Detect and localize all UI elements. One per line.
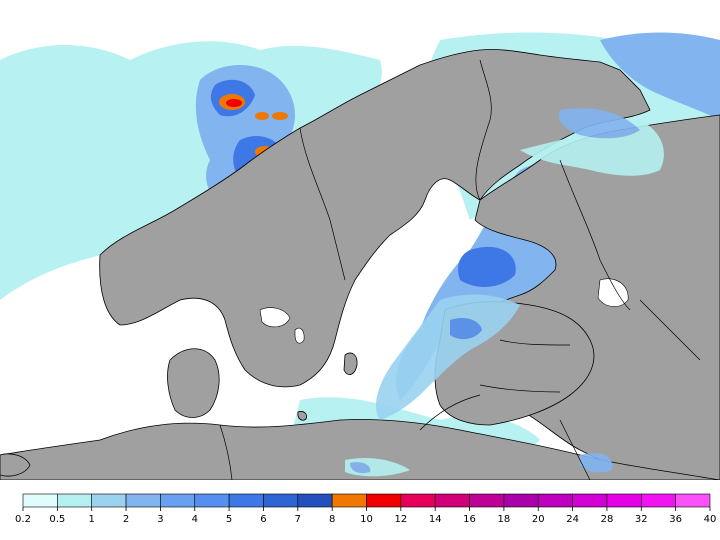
legend-swatch	[263, 493, 299, 508]
gotland-land	[343, 352, 358, 375]
legend-swatch	[125, 493, 161, 508]
legend-swatch	[434, 493, 470, 508]
legend-tick-label: 1	[89, 514, 95, 525]
legend-tick-label: 32	[635, 514, 648, 525]
legend-tick-label: 40	[704, 514, 717, 525]
legend-swatch	[22, 493, 58, 508]
lake-vattern	[294, 327, 305, 344]
legend-swatch	[331, 493, 367, 508]
legend-tick-label: 2	[123, 514, 129, 525]
legend-tick-label: 28	[601, 514, 614, 525]
legend-tick-label: 8	[329, 514, 335, 525]
legend-tick-label: 12	[394, 514, 407, 525]
legend-swatch	[228, 493, 264, 508]
legend-swatch	[572, 493, 608, 508]
legend-tick-label: 0.5	[49, 514, 65, 525]
lake-ladoga	[597, 278, 629, 307]
legend-swatch	[366, 493, 402, 508]
legend-tick-label: 36	[669, 514, 682, 525]
precip-over-land	[345, 108, 664, 477]
legend-tick-label: 4	[192, 514, 198, 525]
legend-tick-label: 10	[360, 514, 373, 525]
legend-tick-label: 6	[260, 514, 266, 525]
legend-tick-label: 7	[295, 514, 301, 525]
bornholm-land	[297, 411, 307, 421]
precipitation-map	[0, 32, 720, 480]
color-legend: 0.2 0.5 1 2 3 4 5 6 7 8 10 12 14 16 18 20 24 28 32 36 40	[15, 493, 717, 525]
legend-swatch	[57, 493, 92, 508]
legend-swatch	[503, 493, 539, 508]
legend-tick-label: 5	[226, 514, 232, 525]
legend-tick-label: 20	[532, 514, 545, 525]
legend-swatch	[400, 493, 436, 508]
lake-vanern	[259, 307, 291, 328]
legend-swatch	[675, 493, 711, 508]
legend-tick-label: 18	[498, 514, 511, 525]
denmark-land	[167, 348, 220, 418]
legend-swatch	[606, 493, 642, 508]
legend-swatch	[537, 493, 573, 508]
legend-tick-label: 14	[429, 514, 442, 525]
lakes-layer	[259, 278, 629, 344]
legend-swatch	[469, 493, 505, 508]
legend-tick-label: 24	[566, 514, 579, 525]
legend-swatch	[297, 493, 333, 508]
legend-swatch	[91, 493, 127, 508]
legend-swatch	[640, 493, 676, 508]
legend-tick-label: 0.2	[15, 514, 31, 525]
scandinavia-land	[99, 49, 651, 388]
legend-swatch	[160, 493, 196, 508]
island-west-land	[0, 453, 31, 477]
legend-swatch	[194, 493, 230, 508]
legend-tick-label: 16	[463, 514, 476, 525]
country-borders	[219, 59, 701, 480]
legend-tick-label: 3	[157, 514, 163, 525]
